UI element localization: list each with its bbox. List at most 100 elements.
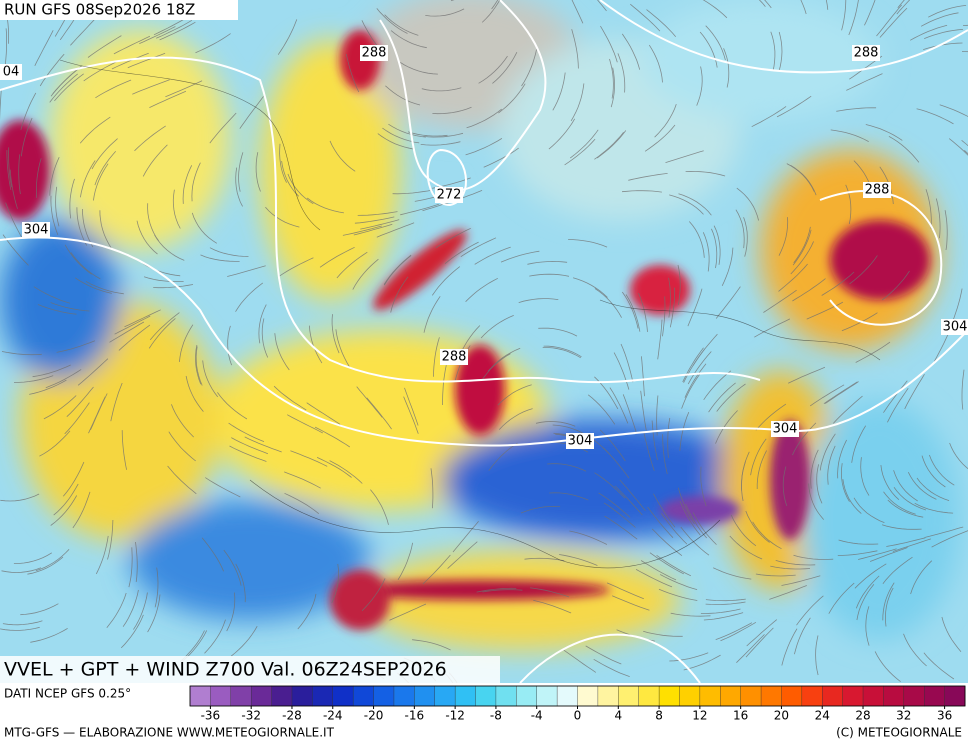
streamline (265, 206, 300, 228)
streamline (481, 353, 511, 381)
label-background (852, 45, 880, 61)
colorbar-tick-label: 24 (815, 709, 830, 723)
label-background (941, 319, 968, 335)
label-background (0, 64, 22, 80)
streamline (0, 626, 40, 631)
streamline (552, 72, 566, 111)
streamline (916, 477, 950, 501)
streamline (842, 479, 862, 514)
streamline (20, 92, 37, 130)
streamline (32, 364, 71, 378)
streamline (154, 234, 185, 261)
streamline (39, 430, 71, 457)
streamline (331, 563, 340, 604)
streamline (342, 225, 382, 236)
streamline (961, 369, 965, 410)
streamline (432, 177, 471, 189)
streamline (491, 0, 499, 10)
streamline (699, 31, 718, 68)
streamline (422, 554, 451, 585)
streamline (840, 463, 850, 502)
streamline (796, 595, 824, 626)
streamline (110, 382, 123, 422)
streamline (864, 0, 876, 26)
streamline (306, 402, 341, 425)
contour-label: 304 (24, 223, 49, 238)
streamline (142, 144, 168, 177)
streamline (643, 432, 655, 471)
streamline (887, 499, 924, 518)
streamline (824, 381, 859, 404)
streamline (20, 117, 33, 157)
streamline (568, 239, 608, 248)
streamline (750, 438, 767, 476)
streamline (715, 410, 738, 444)
streamline (521, 49, 537, 87)
streamline (274, 333, 290, 371)
streamline (39, 53, 65, 87)
streamline (487, 347, 521, 372)
color-box (393, 685, 415, 707)
streamline (924, 526, 964, 538)
streamline (530, 587, 570, 598)
streamline (921, 455, 946, 488)
streamline (14, 375, 54, 383)
streamline (36, 158, 42, 198)
streamline (239, 96, 264, 129)
streamline (682, 347, 704, 383)
gpt-contours (0, 0, 968, 683)
contour-labels: 04 288 288 272 304 288 304 288 304 304 (0, 45, 968, 449)
streamline (670, 612, 711, 617)
streamline (752, 521, 782, 550)
streamline (876, 4, 903, 37)
streamline (435, 227, 471, 249)
streamline (736, 187, 759, 221)
streamline (171, 404, 194, 438)
streamline (883, 491, 916, 515)
streamline (660, 574, 698, 590)
color-box (556, 685, 579, 707)
streamline (687, 288, 703, 327)
title-background (0, 656, 500, 683)
contour-label: 288 (854, 46, 879, 61)
streamline (609, 387, 629, 424)
streamline (729, 535, 763, 560)
streamline (924, 29, 964, 39)
streamline (482, 589, 523, 593)
streamline (944, 210, 948, 251)
streamline (853, 497, 885, 523)
colorbar-tick-label: 16 (733, 709, 748, 723)
streamline (598, 492, 631, 518)
streamline (778, 217, 789, 256)
streamline (644, 124, 676, 152)
streamline (99, 210, 112, 249)
streamline (82, 208, 94, 248)
color-box (495, 685, 517, 707)
streamline (879, 7, 908, 38)
streamline (716, 383, 746, 412)
color-box (332, 685, 354, 707)
streamline (2, 620, 43, 626)
streamline (20, 603, 59, 616)
streamline (745, 627, 774, 658)
streamline (745, 510, 770, 543)
streamline (751, 106, 787, 128)
streamline (153, 284, 194, 289)
streamline (653, 493, 676, 528)
streamline (848, 0, 859, 36)
streamline (64, 402, 90, 435)
streamline (681, 373, 701, 409)
streamline (597, 0, 607, 12)
streamline (420, 141, 461, 146)
streamline (816, 464, 823, 504)
streamline (793, 226, 811, 264)
streamline (825, 0, 829, 10)
colorbar-tick-label: 0 (574, 709, 582, 723)
color-box (434, 685, 456, 707)
streamline (735, 209, 745, 249)
streamline (621, 291, 639, 329)
streamline (661, 513, 688, 545)
streamline (828, 582, 855, 614)
streamline (775, 560, 816, 566)
streamline (27, 556, 64, 575)
